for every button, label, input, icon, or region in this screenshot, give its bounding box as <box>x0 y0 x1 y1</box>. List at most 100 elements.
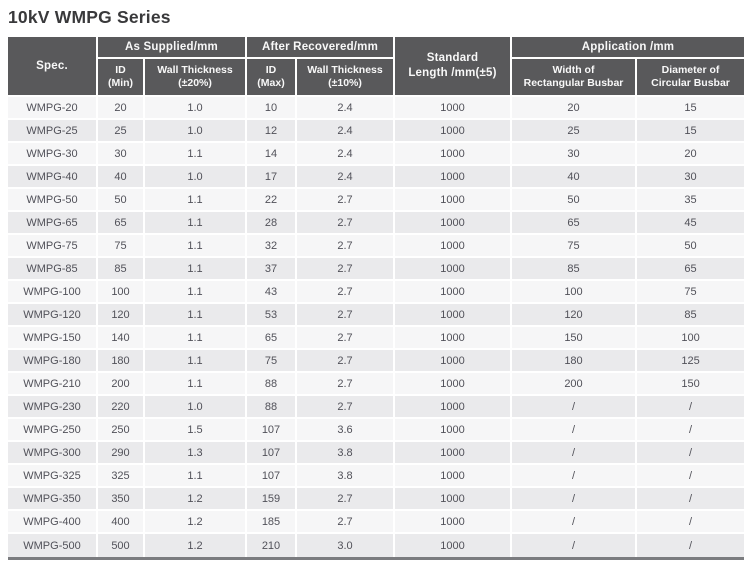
value-cell: 350 <box>98 488 145 511</box>
value-cell: 125 <box>637 350 745 373</box>
col-header-wall-thickness-10: Wall Thickness (±10%) <box>297 59 395 97</box>
value-cell: 2.4 <box>297 97 395 120</box>
table-row: WMPG-180 180 1.1 75 2.7 1000 180 125 <box>8 350 745 373</box>
value-cell: / <box>637 488 745 511</box>
value-cell: 2.4 <box>297 166 395 189</box>
value-cell: 2.7 <box>297 327 395 350</box>
table-row: WMPG-75 75 1.1 32 2.7 1000 75 50 <box>8 235 745 258</box>
value-cell: 107 <box>247 465 297 488</box>
value-cell: 75 <box>98 235 145 258</box>
value-cell: 200 <box>512 373 637 396</box>
value-cell: 2.7 <box>297 189 395 212</box>
value-cell: 20 <box>512 97 637 120</box>
value-cell: 1.0 <box>145 97 247 120</box>
table-row: WMPG-250 250 1.5 107 3.6 1000// <box>8 419 745 442</box>
value-cell: / <box>512 511 637 534</box>
table-row: WMPG-210 200 1.1 88 2.7 1000 200 150 <box>8 373 745 396</box>
table-row: WMPG-30 30 1.1 14 2.4 1000 30 20 <box>8 143 745 166</box>
value-cell: 12 <box>247 120 297 143</box>
value-cell: 22 <box>247 189 297 212</box>
value-cell: 15 <box>637 120 745 143</box>
value-cell: / <box>637 442 745 465</box>
table-row: WMPG-230 220 1.0 88 2.7 1000// <box>8 396 745 419</box>
col-header-standard-length: Standard Length /mm(±5) <box>395 37 512 97</box>
value-cell: / <box>637 534 745 557</box>
spec-cell: WMPG-30 <box>8 143 98 166</box>
value-cell: 2.4 <box>297 120 395 143</box>
spec-cell: WMPG-350 <box>8 488 98 511</box>
value-cell: 1.1 <box>145 350 247 373</box>
value-cell: 1.1 <box>145 281 247 304</box>
table-row: WMPG-120 120 1.1 53 2.7 1000 120 85 <box>8 304 745 327</box>
value-cell: 180 <box>512 350 637 373</box>
value-cell: 50 <box>512 189 637 212</box>
value-cell: 120 <box>512 304 637 327</box>
table-row: WMPG-150 140 1.1 65 2.7 1000 150 100 <box>8 327 745 350</box>
value-cell: 107 <box>247 442 297 465</box>
value-cell: / <box>512 534 637 557</box>
table-body: WMPG-20 20 1.0 10 2.4 1000 20 15 WMPG-25 25 1.0 12 2… <box>8 97 745 557</box>
value-cell: 325 <box>98 465 145 488</box>
value-cell: 1000 <box>395 488 512 511</box>
value-cell: 1.0 <box>145 166 247 189</box>
value-cell: 1.1 <box>145 465 247 488</box>
value-cell: 210 <box>247 534 297 557</box>
value-cell: 1000 <box>395 166 512 189</box>
spec-cell: WMPG-100 <box>8 281 98 304</box>
value-cell: 100 <box>98 281 145 304</box>
value-cell: 100 <box>637 327 745 350</box>
value-cell: 1000 <box>395 212 512 235</box>
value-cell: 75 <box>512 235 637 258</box>
value-cell: 30 <box>98 143 145 166</box>
spec-cell: WMPG-300 <box>8 442 98 465</box>
col-header-wall-thickness-20: Wall Thickness (±20%) <box>145 59 247 97</box>
spec-cell: WMPG-500 <box>8 534 98 557</box>
value-cell: 1.1 <box>145 143 247 166</box>
col-group-after-recovered: After Recovered/mm <box>247 37 395 59</box>
value-cell: 100 <box>512 281 637 304</box>
col-header-spec: Spec. <box>8 37 98 97</box>
table-row: WMPG-20 20 1.0 10 2.4 1000 20 15 <box>8 97 745 120</box>
value-cell: 1.2 <box>145 488 247 511</box>
spec-cell: WMPG-250 <box>8 419 98 442</box>
value-cell: 20 <box>98 97 145 120</box>
value-cell: 1.5 <box>145 419 247 442</box>
value-cell: 40 <box>512 166 637 189</box>
value-cell: 2.7 <box>297 488 395 511</box>
value-cell: 65 <box>637 258 745 281</box>
value-cell: / <box>637 419 745 442</box>
header-group-row: Spec. As Supplied/mm After Recovered/mm … <box>8 37 745 97</box>
page-title: 10kV WMPG Series <box>8 7 171 27</box>
value-cell: 1.2 <box>145 534 247 557</box>
value-cell: / <box>512 488 637 511</box>
value-cell: 45 <box>637 212 745 235</box>
value-cell: 30 <box>512 143 637 166</box>
spec-table-wrapper: Spec. As Supplied/mm After Recovered/mm … <box>8 37 745 560</box>
value-cell: 220 <box>98 396 145 419</box>
value-cell: 200 <box>98 373 145 396</box>
table-row: WMPG-100 100 1.1 43 2.7 1000 100 75 <box>8 281 745 304</box>
value-cell: 185 <box>247 511 297 534</box>
value-cell: / <box>512 396 637 419</box>
value-cell: 43 <box>247 281 297 304</box>
value-cell: 107 <box>247 419 297 442</box>
value-cell: 2.7 <box>297 511 395 534</box>
value-cell: 2.7 <box>297 235 395 258</box>
col-header-id-min: ID (Min) <box>98 59 145 97</box>
value-cell: 150 <box>637 373 745 396</box>
value-cell: 20 <box>637 143 745 166</box>
value-cell: 1000 <box>395 281 512 304</box>
value-cell: 2.7 <box>297 258 395 281</box>
spec-cell: WMPG-25 <box>8 120 98 143</box>
spec-cell: WMPG-75 <box>8 235 98 258</box>
value-cell: 53 <box>247 304 297 327</box>
value-cell: 14 <box>247 143 297 166</box>
spec-cell: WMPG-325 <box>8 465 98 488</box>
spec-cell: WMPG-65 <box>8 212 98 235</box>
value-cell: 32 <box>247 235 297 258</box>
value-cell: 1.1 <box>145 235 247 258</box>
value-cell: 25 <box>512 120 637 143</box>
value-cell: 25 <box>98 120 145 143</box>
spec-table: Spec. As Supplied/mm After Recovered/mm … <box>8 37 745 557</box>
table-row: WMPG-65 65 1.1 28 2.7 1000 65 45 <box>8 212 745 235</box>
